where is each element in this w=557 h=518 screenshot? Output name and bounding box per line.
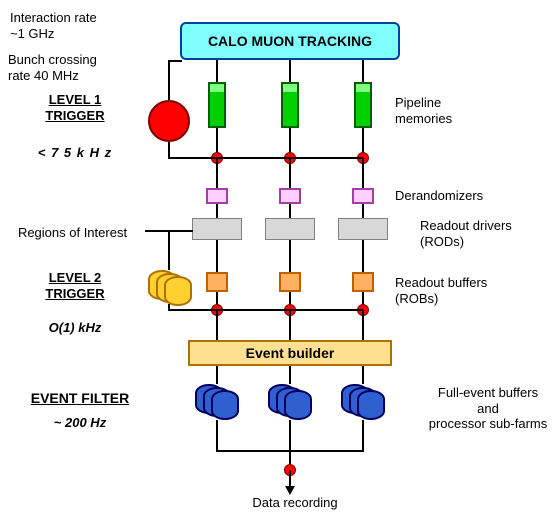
roi-label: Regions of Interest bbox=[0, 225, 145, 241]
line bbox=[362, 420, 364, 450]
line bbox=[289, 420, 291, 450]
event-filter-cylinders bbox=[195, 384, 239, 418]
event-builder-label: Event builder bbox=[246, 345, 335, 361]
detector-box-label: CALO MUON TRACKING bbox=[208, 33, 372, 49]
event-builder-box: Event builder bbox=[188, 340, 392, 366]
line bbox=[145, 230, 170, 232]
bunch-crossing-label: Bunch crossingrate 40 MHz bbox=[8, 52, 138, 83]
event-filter-cylinders bbox=[268, 384, 312, 418]
readout-buffer bbox=[206, 272, 228, 292]
readout-driver bbox=[265, 218, 315, 240]
line bbox=[168, 142, 170, 158]
line bbox=[289, 240, 291, 272]
readout-buffer bbox=[279, 272, 301, 292]
line bbox=[289, 158, 291, 188]
line bbox=[216, 310, 218, 340]
derandomizer bbox=[352, 188, 374, 204]
line bbox=[362, 310, 364, 340]
derandomizer bbox=[279, 188, 301, 204]
line bbox=[362, 366, 364, 384]
line bbox=[216, 366, 218, 384]
line bbox=[168, 309, 188, 311]
level1-rate-label: < 7 5 k H z bbox=[15, 145, 135, 161]
line bbox=[216, 240, 218, 272]
line bbox=[168, 157, 188, 159]
line bbox=[186, 157, 363, 159]
pipeline-memory bbox=[208, 82, 226, 128]
pipeline-memory bbox=[281, 82, 299, 128]
line bbox=[216, 60, 218, 82]
line bbox=[289, 470, 291, 486]
line bbox=[216, 158, 218, 188]
event-filter-rate-label: ~ 200 Hz bbox=[35, 415, 125, 431]
data-recording-label: Data recording bbox=[235, 495, 355, 511]
line bbox=[289, 366, 291, 384]
line bbox=[216, 420, 218, 450]
line bbox=[186, 309, 363, 311]
pipeline-memories-label: Pipelinememories bbox=[395, 95, 495, 126]
detector-box: CALO MUON TRACKING bbox=[180, 22, 400, 60]
line bbox=[289, 310, 291, 340]
arrowhead-icon bbox=[285, 486, 295, 495]
readout-buffer bbox=[352, 272, 374, 292]
level2-rate-label: O(1) kHz bbox=[35, 320, 115, 336]
line bbox=[289, 204, 291, 218]
readout-driver bbox=[338, 218, 388, 240]
line bbox=[362, 60, 364, 82]
interaction-rate-label: Interaction rate~1 GHz bbox=[10, 10, 130, 41]
trigger-diagram: CALO MUON TRACKING Interaction rate~1 GH… bbox=[0, 0, 557, 518]
derandomizers-label: Derandomizers bbox=[395, 188, 515, 204]
readout-driver bbox=[192, 218, 242, 240]
line bbox=[362, 240, 364, 272]
line bbox=[216, 204, 218, 218]
line bbox=[362, 204, 364, 218]
line bbox=[289, 60, 291, 82]
derandomizer bbox=[206, 188, 228, 204]
line bbox=[168, 60, 182, 62]
robs-label: Readout buffers(ROBs) bbox=[395, 275, 525, 306]
rods-label: Readout drivers(RODs) bbox=[420, 218, 550, 249]
line bbox=[168, 230, 170, 270]
level2-cylinders bbox=[148, 270, 192, 304]
line bbox=[362, 158, 364, 188]
line bbox=[168, 60, 170, 100]
pipeline-memory bbox=[354, 82, 372, 128]
level1-trigger-label: LEVEL 1TRIGGER bbox=[25, 92, 125, 123]
event-filter-cylinders bbox=[341, 384, 385, 418]
level2-trigger-label: LEVEL 2TRIGGER bbox=[25, 270, 125, 301]
event-filter-label: EVENT FILTER bbox=[15, 390, 145, 407]
level1-circle bbox=[148, 100, 190, 142]
full-event-buffers-label: Full-event buffersandprocessor sub-farms bbox=[423, 385, 553, 432]
